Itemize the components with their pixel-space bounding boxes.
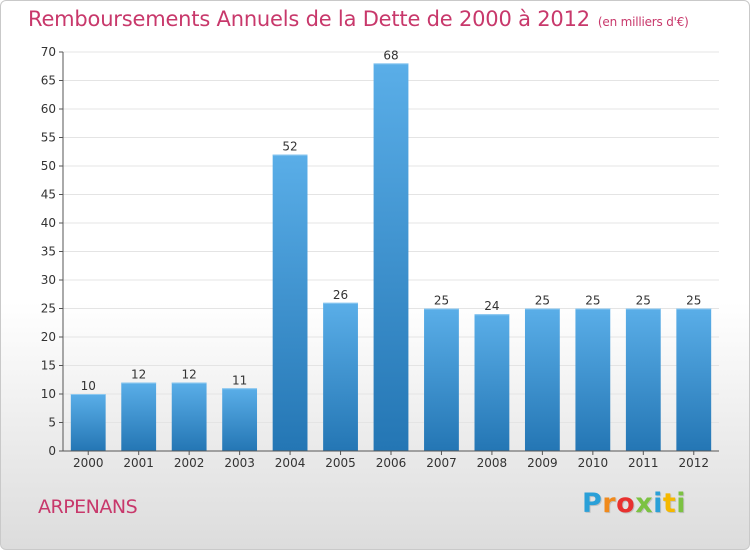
x-tick-label: 2003 [224, 456, 255, 470]
logo-letter: i [676, 488, 687, 519]
y-tick-label: 15 [41, 359, 56, 373]
logo-letter: x [635, 488, 654, 519]
data-label: 12 [182, 368, 197, 382]
y-tick-label: 20 [41, 330, 56, 344]
y-tick-label: 45 [41, 188, 56, 202]
bar-2008 [474, 314, 510, 451]
x-tick-label: 2007 [426, 456, 457, 470]
x-tick-label: 2000 [73, 456, 104, 470]
data-label: 24 [484, 299, 499, 313]
bar-2004 [272, 154, 308, 451]
bar-2007 [424, 308, 459, 451]
bar-2001 [121, 382, 157, 451]
y-tick-label: 10 [41, 387, 56, 401]
data-label: 12 [131, 368, 146, 382]
logo-letter: r [602, 488, 617, 519]
data-label: 68 [383, 48, 398, 62]
y-tick-label: 30 [41, 273, 56, 287]
x-tick-label: 2008 [477, 456, 508, 470]
y-tick-label: 70 [41, 45, 56, 59]
data-label: 25 [585, 294, 600, 308]
unit-note: (en milliers d'€) [597, 15, 689, 29]
data-label: 10 [81, 379, 96, 393]
data-label: 25 [636, 294, 651, 308]
x-tick-label: 2004 [275, 456, 306, 470]
proxiti-logo[interactable]: Proxiti [582, 488, 686, 519]
bar-2012 [676, 308, 712, 451]
data-label: 25 [686, 294, 701, 308]
y-tick-label: 35 [41, 245, 56, 259]
bar-2010 [575, 308, 611, 451]
y-tick-label: 60 [41, 102, 56, 116]
y-tick-label: 50 [41, 159, 56, 173]
bar-2002 [171, 382, 207, 451]
y-tick-label: 25 [41, 302, 56, 316]
bar-2003 [222, 388, 258, 451]
data-label: 52 [282, 140, 297, 154]
y-tick-label: 55 [41, 131, 56, 145]
x-tick-label: 2006 [376, 456, 407, 470]
bar-2005 [323, 302, 358, 451]
chart-title-text: Remboursements Annuels de la Dette de 20… [28, 7, 590, 31]
bar-2000 [70, 394, 106, 451]
bar-2006 [373, 63, 409, 452]
bar-2011 [625, 308, 661, 451]
chart-title: Remboursements Annuels de la Dette de 20… [28, 7, 689, 31]
x-tick-label: 2005 [325, 456, 356, 470]
x-tick-label: 2010 [578, 456, 609, 470]
y-tick-label: 65 [41, 74, 56, 88]
data-label: 11 [232, 373, 247, 387]
data-label: 26 [333, 288, 348, 302]
y-tick-label: 40 [41, 216, 56, 230]
data-label: 25 [434, 294, 449, 308]
x-tick-label: 2012 [678, 456, 709, 470]
logo-letter: t [662, 488, 677, 519]
place-name: ARPENANS [38, 496, 138, 518]
bar-2009 [524, 308, 560, 451]
x-tick-label: 2001 [123, 456, 154, 470]
data-label: 25 [535, 294, 550, 308]
logo-letter: P [582, 488, 603, 519]
x-tick-label: 2002 [174, 456, 205, 470]
x-tick-label: 2011 [628, 456, 659, 470]
logo-letter: i [653, 488, 663, 519]
x-tick-label: 2009 [527, 456, 558, 470]
logo-letter: o [616, 488, 636, 519]
y-tick-label: 0 [48, 444, 56, 458]
y-tick-label: 5 [48, 416, 56, 430]
